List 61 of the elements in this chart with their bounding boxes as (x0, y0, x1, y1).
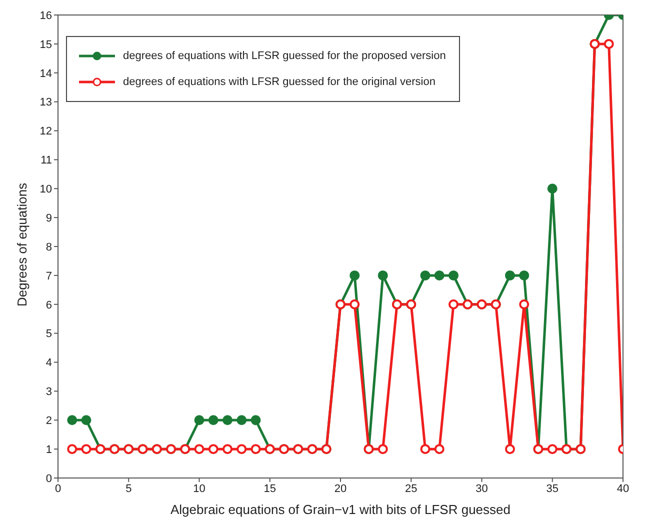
point (194, 415, 204, 426)
point (81, 444, 92, 454)
point (434, 270, 444, 280)
y-tick-label: 12 (40, 126, 52, 138)
point (519, 299, 530, 310)
point (378, 270, 388, 280)
x-tick-label: 25 (405, 482, 418, 495)
y-tick-label: 15 (40, 38, 52, 51)
point (505, 270, 515, 280)
legend-label: degrees of equations with LFSR guessed for the original version (123, 76, 436, 88)
x-tick-label: 0 (54, 482, 62, 495)
point (505, 444, 515, 454)
x-tick-label: 30 (476, 482, 488, 495)
y-tick-label: 9 (46, 212, 52, 224)
y-tick-label: 5 (46, 328, 52, 340)
y-tick-label: 14 (40, 68, 52, 80)
point (350, 299, 360, 310)
x-axis-title: Algebraic equations of Grain−v1 with bits of LFSR guessed (170, 502, 510, 517)
point (448, 270, 458, 280)
y-tick-label: 7 (46, 270, 52, 282)
y-axis-title: Degrees of equations (14, 182, 30, 306)
y-tick-label: 8 (46, 241, 52, 254)
point (350, 270, 360, 280)
x-tick-label: 5 (126, 482, 132, 495)
point (208, 444, 218, 454)
x-tick-label: 40 (616, 482, 630, 495)
point (222, 444, 232, 454)
y-tick-label: 6 (46, 299, 52, 312)
y-tick-label: 1 (46, 444, 52, 456)
point (208, 415, 218, 426)
point (604, 38, 614, 49)
y-tick-label: 10 (40, 184, 52, 196)
point (378, 444, 388, 454)
point (222, 415, 232, 426)
point (250, 444, 261, 454)
point (81, 415, 92, 426)
y-tick-label: 0 (46, 472, 52, 485)
point (420, 270, 430, 280)
point (250, 415, 261, 426)
y-tick-label: 2 (46, 415, 52, 428)
y-tick-label: 3 (46, 386, 52, 398)
y-tick-label: 13 (40, 96, 52, 109)
point (448, 299, 458, 310)
y-tick-label: 16 (40, 10, 52, 22)
y-tick-label: 11 (40, 154, 52, 167)
point (67, 415, 78, 426)
point (547, 444, 558, 454)
point (67, 444, 78, 454)
point (236, 444, 247, 454)
y-tick-label: 4 (46, 357, 52, 370)
point (420, 444, 430, 454)
x-tick-label: 20 (334, 482, 347, 495)
point (519, 270, 530, 280)
legend-label: degrees of equations with LFSR guessed for the proposed version (123, 50, 446, 62)
point (236, 415, 247, 426)
x-tick-label: 10 (193, 482, 206, 495)
x-tick-label: 35 (546, 482, 558, 495)
point (194, 444, 204, 454)
point (547, 184, 558, 194)
point (434, 444, 444, 454)
x-tick-label: 15 (264, 482, 276, 495)
